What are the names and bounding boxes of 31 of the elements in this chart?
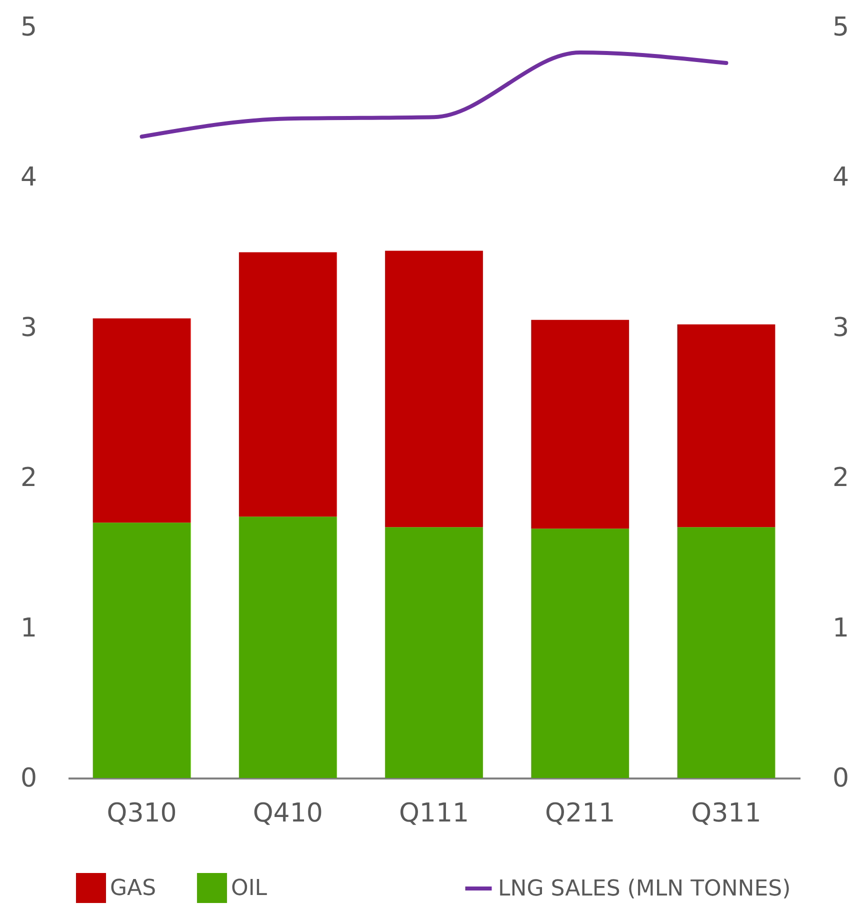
y2-tick-label: 5: [832, 12, 850, 42]
y2-tick-label: 2: [832, 463, 850, 494]
y2-tick-label: 4: [832, 162, 850, 193]
bar: [92, 318, 191, 523]
bar: [677, 527, 776, 778]
bar: [531, 320, 630, 529]
bar: [238, 252, 337, 517]
x-tick-label: Q311: [691, 798, 762, 828]
line-series: [140, 50, 728, 139]
legend-label: GAS: [110, 876, 156, 901]
x-tick-label: Q310: [106, 798, 177, 828]
y-tick-label: 3: [20, 312, 38, 343]
legend-label: LNG SALES (MLN TONNES): [498, 876, 791, 902]
bar: [92, 522, 191, 778]
bar: [531, 528, 630, 778]
x-tick-label: Q211: [545, 798, 616, 828]
x-tick-label: Q410: [252, 798, 323, 828]
legend-label: OIL: [231, 876, 268, 901]
y-tick-label: 5: [20, 12, 38, 42]
y-tick-label: 1: [20, 613, 38, 644]
x-tick-label: Q111: [398, 798, 470, 828]
y-tick-label: 2: [20, 463, 38, 494]
y2-tick-label: 0: [832, 764, 850, 794]
bar: [385, 527, 483, 778]
y-tick-label: 4: [20, 162, 38, 193]
bar: [238, 516, 337, 778]
y2-tick-label: 3: [832, 312, 850, 343]
bar: [385, 250, 483, 528]
bar: [677, 324, 776, 528]
y-tick-label: 0: [20, 764, 38, 794]
y2-tick-label: 1: [832, 613, 850, 644]
